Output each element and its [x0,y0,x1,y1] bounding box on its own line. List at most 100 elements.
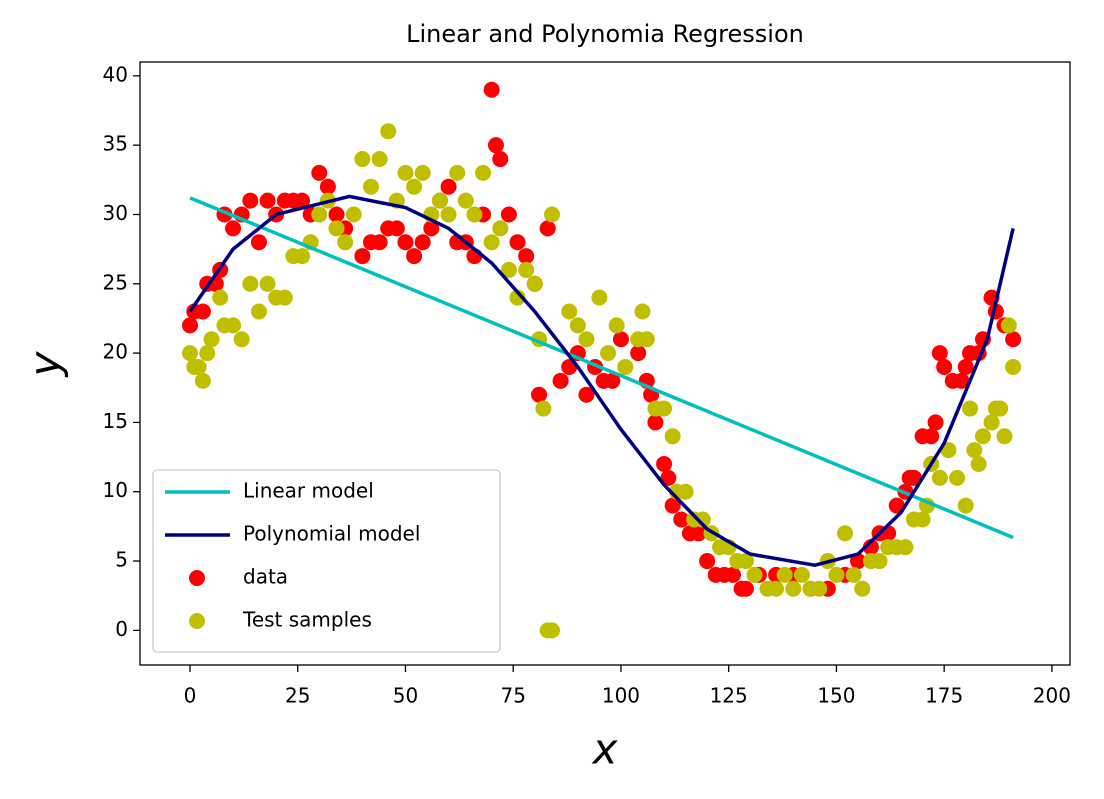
data-point [957,497,974,514]
data-point [897,539,914,556]
data-point [966,442,983,459]
data-point [561,303,578,320]
data-point [518,248,535,265]
data-point [414,164,431,181]
x-tick-label: 50 [393,684,418,708]
legend-swatch [189,613,205,629]
data-point [531,386,548,403]
data-point [242,192,259,209]
data-point [500,261,517,278]
y-tick-label: 10 [103,478,128,502]
data-point [811,580,828,597]
x-tick-label: 175 [925,684,963,708]
data-point [311,164,328,181]
data-point [294,248,311,265]
x-tick-label: 100 [602,684,640,708]
data-point [276,289,293,306]
y-tick-label: 25 [103,270,128,294]
data-point [440,206,457,223]
data-point [414,234,431,251]
data-point [940,442,957,459]
data-point [1005,358,1022,375]
x-tick-label: 25 [285,684,310,708]
y-tick-label: 40 [103,62,128,86]
data-point [294,192,311,209]
data-point [311,206,328,223]
y-tick-label: 20 [103,340,128,364]
data-point [612,331,629,348]
data-point [492,151,509,168]
data-point [449,164,466,181]
data-point [406,248,423,265]
legend-label: Polynomial model [243,522,420,546]
data-point [992,400,1009,417]
data-point [638,331,655,348]
data-point [962,400,979,417]
data-point [996,428,1013,445]
data-point [974,428,991,445]
data-point [983,414,1000,431]
data-point [931,345,948,362]
data-point [923,428,940,445]
x-tick-label: 150 [817,684,855,708]
data-point [905,469,922,486]
data-point [673,511,690,528]
data-point [194,303,211,320]
data-point [828,566,845,583]
data-point [746,566,763,583]
data-point [664,428,681,445]
data-point [660,469,677,486]
data-point [1000,317,1017,334]
data-point [194,372,211,389]
line [188,194,1015,567]
data-point [319,178,336,195]
data-point [483,234,500,251]
data-point [225,317,242,334]
data-point [483,81,500,98]
legend-label: Test samples [242,608,372,632]
y-tick-label: 15 [103,409,128,433]
data-point [604,372,621,389]
x-tick-label: 200 [1033,684,1071,708]
data-point [949,469,966,486]
y-tick-label: 5 [115,548,128,572]
data-point [371,151,388,168]
data-point [225,220,242,237]
data-point [190,358,207,375]
data-point [328,206,345,223]
data-point [768,580,785,597]
data-point [970,456,987,472]
x-tick-label: 75 [500,684,525,708]
data-point [406,178,423,195]
data-point [475,164,492,181]
data-point [181,317,198,334]
chart-title: Linear and Polynomia Regression [406,20,804,48]
data-point [526,275,543,292]
data-point [776,566,793,583]
data-point [578,386,595,403]
legend-label: data [243,565,288,589]
data-point [737,553,754,570]
data-point [362,178,379,195]
data-point [737,580,754,597]
data-point [371,234,388,251]
data-point [569,317,586,334]
data-point [914,511,931,528]
data-point [543,206,560,223]
data-point [656,456,673,472]
data-point [242,275,259,292]
data-point [500,206,517,223]
data-point [953,372,970,389]
data-point [634,303,651,320]
data-point [656,400,673,417]
data-point [509,234,526,251]
data-point [543,622,560,639]
data-point [388,220,405,237]
data-point [690,525,707,542]
x-axis-label: x [591,725,619,774]
data-point [724,566,741,583]
data-point [354,248,371,265]
data-point [328,220,345,237]
data-point [699,553,716,570]
data-point [785,580,802,597]
